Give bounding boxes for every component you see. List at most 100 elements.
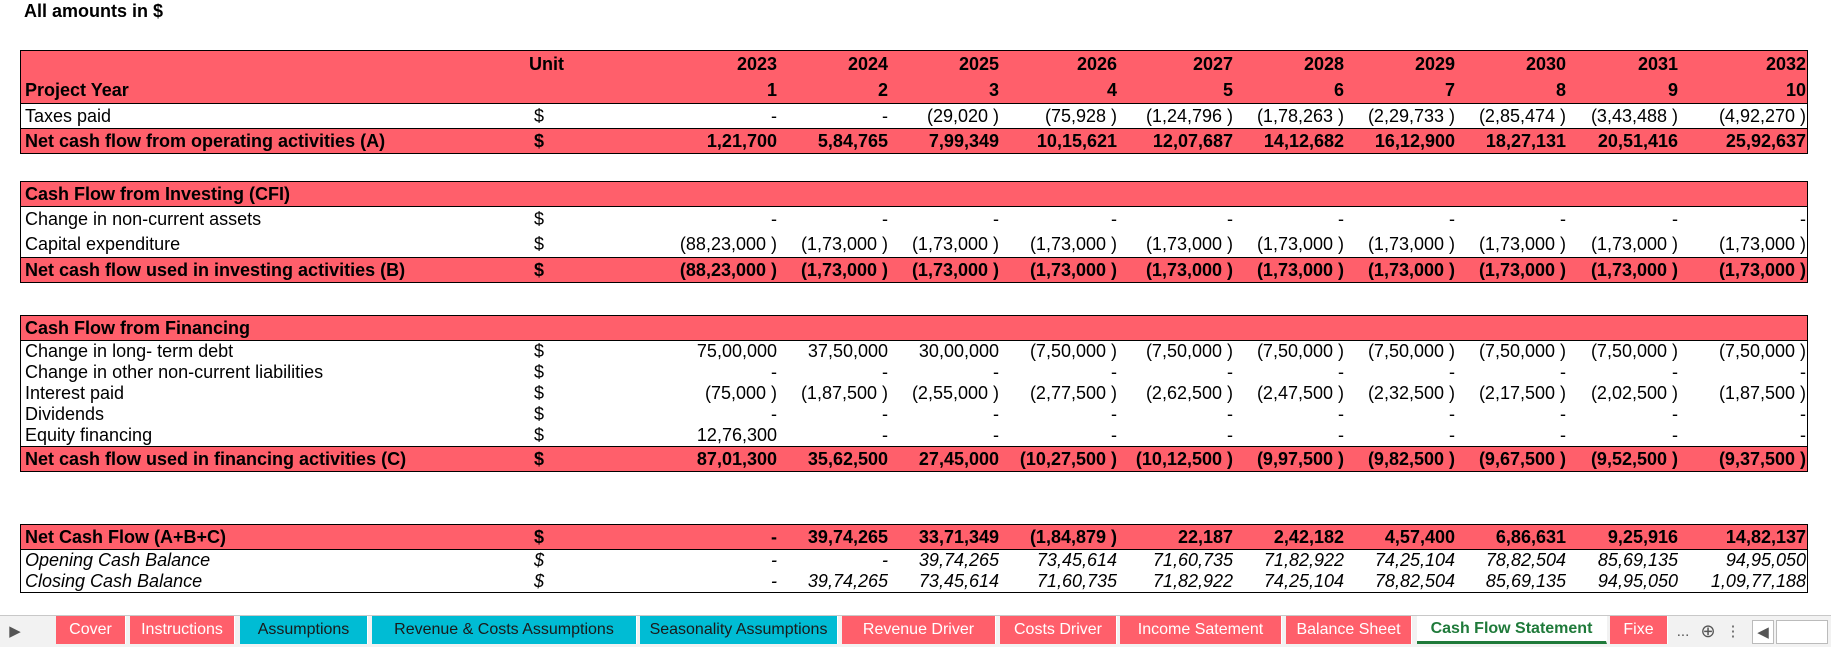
row-label[interactable]: Interest paid: [25, 383, 125, 403]
row-label[interactable]: Change in long- term debt: [25, 341, 234, 361]
value-cell[interactable]: 35,62,500: [807, 448, 888, 469]
project-year-number[interactable]: 2: [877, 79, 888, 100]
project-year-number[interactable]: 9: [1667, 79, 1678, 100]
row-unit[interactable]: $: [534, 526, 545, 547]
value-cell[interactable]: 39,74,265: [807, 571, 888, 591]
value-cell[interactable]: (1,73,000 ): [1718, 234, 1806, 254]
value-cell[interactable]: (2,62,500 ): [1145, 383, 1233, 403]
value-cell[interactable]: (7,50,000 ): [1478, 341, 1566, 361]
value-cell[interactable]: (1,73,000 ): [1029, 259, 1117, 280]
sheet-tab-revenue-driver[interactable]: Revenue Driver: [842, 616, 996, 644]
value-cell[interactable]: (1,73,000 ): [1145, 259, 1233, 280]
value-cell[interactable]: (1,73,000 ): [911, 259, 999, 280]
horizontal-scrollbar[interactable]: [1776, 620, 1828, 644]
value-cell[interactable]: 10,15,621: [1036, 130, 1117, 151]
sheet-tab-fixe[interactable]: Fixe: [1610, 616, 1668, 644]
project-year-number[interactable]: 1: [766, 79, 777, 100]
value-cell[interactable]: 18,27,131: [1485, 130, 1566, 151]
value-cell[interactable]: 39,74,265: [807, 526, 888, 547]
project-year-number[interactable]: 6: [1333, 79, 1344, 100]
value-cell[interactable]: (1,73,000 ): [1590, 259, 1678, 280]
value-cell[interactable]: -: [1227, 362, 1233, 382]
sheet-tab-revenue-costs-assumptions[interactable]: Revenue & Costs Assumptions: [372, 616, 637, 644]
value-cell[interactable]: (7,50,000 ): [1145, 341, 1233, 361]
value-cell[interactable]: (7,50,000 ): [1718, 341, 1806, 361]
value-cell[interactable]: -: [1338, 209, 1344, 229]
row-unit[interactable]: $: [534, 425, 545, 445]
value-cell[interactable]: (2,32,500 ): [1367, 383, 1455, 403]
value-cell[interactable]: (9,82,500 ): [1367, 448, 1455, 469]
year-header[interactable]: 2023: [736, 53, 777, 74]
value-cell[interactable]: -: [1449, 425, 1455, 445]
value-cell[interactable]: -: [1672, 209, 1678, 229]
value-cell[interactable]: (10,12,500 ): [1135, 448, 1233, 469]
value-cell[interactable]: (1,78,263 ): [1256, 105, 1344, 126]
value-cell[interactable]: -: [993, 362, 999, 382]
sheet-tab-cash-flow-statement[interactable]: Cash Flow Statement: [1417, 616, 1607, 644]
value-cell[interactable]: -: [1449, 362, 1455, 382]
value-cell[interactable]: -: [771, 550, 777, 570]
project-year-number[interactable]: 5: [1222, 79, 1233, 100]
value-cell[interactable]: -: [1227, 404, 1233, 424]
value-cell[interactable]: (75,928 ): [1044, 105, 1117, 126]
row-unit[interactable]: $: [534, 209, 545, 229]
year-header[interactable]: 2031: [1637, 53, 1678, 74]
value-cell[interactable]: (9,67,500 ): [1478, 448, 1566, 469]
year-header[interactable]: 2028: [1303, 53, 1344, 74]
value-cell[interactable]: 71,60,735: [1152, 550, 1233, 570]
row-label[interactable]: Opening Cash Balance: [25, 550, 211, 570]
value-cell[interactable]: (9,52,500 ): [1590, 448, 1678, 469]
value-cell[interactable]: (1,73,000 ): [1590, 234, 1678, 254]
value-cell[interactable]: 94,95,050: [1597, 571, 1678, 591]
year-header[interactable]: 2026: [1076, 53, 1117, 74]
value-cell[interactable]: (1,73,000 ): [1367, 259, 1455, 280]
row-unit[interactable]: $: [534, 130, 545, 151]
tab-menu-icon[interactable]: ⋮: [1725, 623, 1741, 640]
value-cell[interactable]: -: [1800, 362, 1806, 382]
value-cell[interactable]: 22,187: [1177, 526, 1233, 547]
row-label[interactable]: Dividends: [25, 404, 105, 424]
value-cell[interactable]: 39,74,265: [918, 550, 999, 570]
value-cell[interactable]: (1,73,000 ): [1029, 234, 1117, 254]
value-cell[interactable]: -: [1560, 209, 1566, 229]
value-cell[interactable]: 25,92,637: [1725, 130, 1806, 151]
value-cell[interactable]: 37,50,000: [807, 341, 888, 361]
value-cell[interactable]: (75,000 ): [704, 383, 777, 403]
value-cell[interactable]: -: [882, 425, 888, 445]
year-header[interactable]: 2030: [1525, 53, 1566, 74]
value-cell[interactable]: 94,95,050: [1725, 550, 1806, 570]
value-cell[interactable]: -: [1111, 362, 1117, 382]
value-cell[interactable]: -: [771, 105, 777, 126]
value-cell[interactable]: 27,45,000: [918, 448, 999, 469]
value-cell[interactable]: (1,73,000 ): [800, 234, 888, 254]
value-cell[interactable]: -: [1111, 425, 1117, 445]
row-label[interactable]: Equity financing: [25, 425, 153, 445]
value-cell[interactable]: -: [1560, 362, 1566, 382]
row-unit[interactable]: $: [534, 550, 545, 570]
row-label[interactable]: Taxes paid: [25, 105, 112, 126]
value-cell[interactable]: -: [1338, 425, 1344, 445]
value-cell[interactable]: (9,97,500 ): [1256, 448, 1344, 469]
row-label[interactable]: Net cash flow used in investing activiti…: [25, 259, 406, 280]
value-cell[interactable]: (2,77,500 ): [1029, 383, 1117, 403]
sheet-tab-income-satement[interactable]: Income Satement: [1120, 616, 1282, 644]
sheet-tab-cover[interactable]: Cover: [56, 616, 126, 644]
value-cell[interactable]: (1,73,000 ): [1478, 259, 1566, 280]
value-cell[interactable]: -: [1111, 404, 1117, 424]
value-cell[interactable]: (88,23,000 ): [679, 259, 777, 280]
value-cell[interactable]: (2,85,474 ): [1478, 105, 1566, 126]
row-label[interactable]: Change in other non-current liabilities: [25, 362, 324, 382]
value-cell[interactable]: -: [1800, 209, 1806, 229]
project-year-number[interactable]: 7: [1444, 79, 1455, 100]
value-cell[interactable]: (1,73,000 ): [1145, 234, 1233, 254]
row-label[interactable]: Cash Flow from Investing (CFI): [25, 183, 291, 204]
value-cell[interactable]: 4,57,400: [1384, 526, 1455, 547]
project-year-number[interactable]: 4: [1106, 79, 1117, 100]
row-label[interactable]: Capital expenditure: [25, 234, 181, 254]
value-cell[interactable]: (7,50,000 ): [1256, 341, 1344, 361]
year-header[interactable]: 2029: [1414, 53, 1455, 74]
value-cell[interactable]: (7,50,000 ): [1367, 341, 1455, 361]
value-cell[interactable]: -: [1111, 209, 1117, 229]
value-cell[interactable]: 12,07,687: [1152, 130, 1233, 151]
value-cell[interactable]: (1,73,000 ): [1367, 234, 1455, 254]
